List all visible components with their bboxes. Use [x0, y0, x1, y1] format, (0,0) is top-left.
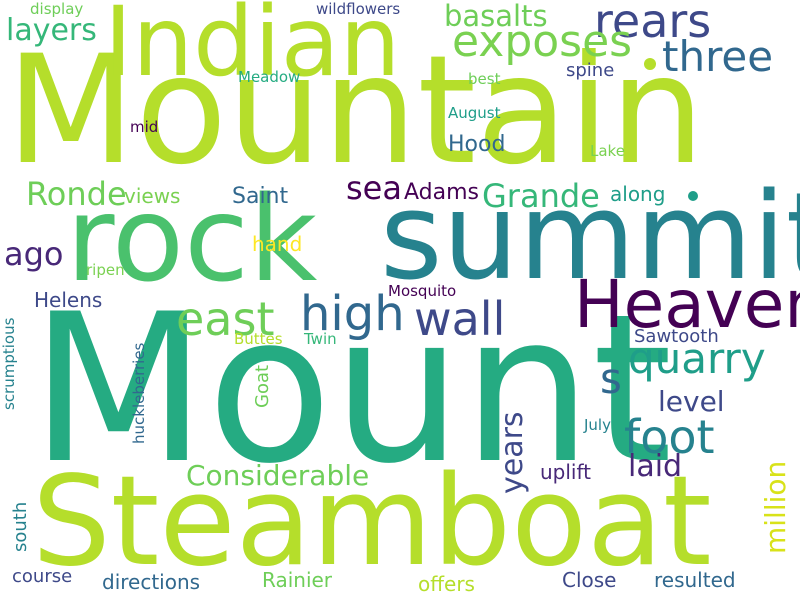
word-ago: ago — [4, 235, 64, 273]
word-high: high — [300, 286, 405, 342]
word-spine: spine — [566, 60, 615, 81]
word-level: level — [658, 385, 725, 418]
word-sea: sea — [346, 169, 402, 207]
word-mosquito: Mosquito — [388, 282, 457, 300]
word-steamboat: Steamboat — [32, 450, 712, 594]
word-saint: Saint — [232, 184, 289, 209]
word-rock: rock — [66, 170, 318, 308]
word-hood: Hood — [448, 132, 506, 157]
word-resulted: resulted — [654, 568, 736, 592]
word-goat: Goat — [252, 364, 273, 408]
word-july: July — [584, 416, 611, 434]
word-meadow: Meadow — [238, 68, 301, 86]
word-basalts: basalts — [444, 0, 548, 33]
word-ripen: ripen — [86, 261, 125, 279]
word-huckleberries: huckleberries — [130, 342, 148, 444]
word-heaven: Heaven — [574, 266, 800, 343]
word-quarry: quarry — [628, 334, 766, 383]
word-display: display — [30, 0, 84, 18]
word-considerable: Considerable — [186, 459, 370, 492]
word-rears: rears — [594, 0, 712, 48]
word-views: views — [124, 184, 181, 208]
word-layers: layers — [6, 13, 97, 48]
word-south: south — [10, 501, 31, 552]
word-august: August — [448, 104, 501, 122]
word-mount: Mount — [30, 271, 673, 509]
word-foot: foot — [624, 410, 715, 464]
word-east: east — [176, 292, 275, 346]
word-hand: hand — [252, 232, 303, 256]
word-directions: directions — [102, 570, 201, 594]
word-mountain: Mountain — [6, 24, 705, 198]
word-three: three — [662, 32, 774, 81]
word-scrumptious: scrumptious — [0, 317, 18, 410]
word-twin: Twin — [304, 330, 337, 348]
word-lake: Lake — [590, 142, 625, 160]
word-years: years — [495, 411, 530, 494]
word-ronde: Ronde — [26, 175, 127, 213]
word-wildflowers: wildflowers — [316, 0, 401, 18]
word-mid: mid — [130, 118, 159, 136]
word-rainier: Rainier — [262, 568, 333, 592]
word-course: course — [12, 566, 73, 587]
word-uplift: uplift — [540, 460, 592, 484]
word-adams: Adams — [404, 180, 480, 205]
word-indian: Indian — [104, 0, 401, 98]
word-exposes: exposes — [452, 16, 633, 67]
word-helens: Helens — [34, 288, 103, 312]
word-best: best — [468, 70, 501, 88]
word-million: million — [759, 460, 792, 554]
word-buttes: Buttes — [234, 330, 283, 348]
word-along: along — [610, 182, 666, 206]
word-s: s — [600, 354, 622, 403]
word-sawtooth: Sawtooth — [634, 326, 719, 347]
word-laid: laid — [628, 449, 683, 484]
word-close: Close — [562, 568, 617, 592]
word-wall: wall — [414, 292, 506, 346]
word-offers: offers — [418, 572, 475, 596]
word-summit: summit — [380, 168, 800, 307]
word-grande: Grande — [482, 177, 600, 215]
